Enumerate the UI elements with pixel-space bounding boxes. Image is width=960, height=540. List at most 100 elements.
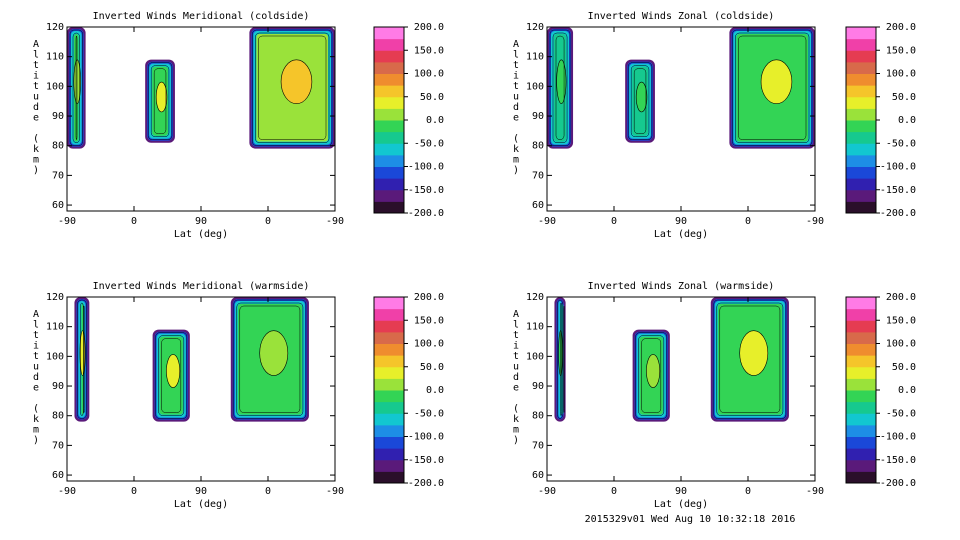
contour-line	[255, 32, 330, 143]
colorbar-swatch	[374, 61, 404, 74]
x-tick-label: -90	[326, 486, 344, 497]
y-tick-label: 110	[46, 322, 64, 333]
contour-line	[83, 305, 85, 413]
colorbar-swatch	[374, 108, 404, 121]
y-tick-label: 90	[532, 381, 544, 392]
colorbar-swatch	[846, 143, 876, 156]
colorbar-swatch	[846, 61, 876, 74]
x-tick-label: 90	[195, 216, 207, 227]
y-tick-label: 90	[52, 381, 64, 392]
contour-line	[555, 35, 565, 140]
x-axis-label: Lat (deg)	[654, 229, 708, 240]
colorbar-swatch	[374, 96, 404, 109]
colorbar-swatch	[846, 154, 876, 167]
x-tick-label: -90	[538, 216, 556, 227]
y-tick-label: 120	[526, 22, 544, 33]
contour-line	[635, 332, 668, 419]
colorbar-swatch	[846, 308, 876, 321]
y-tick-label: 70	[52, 440, 64, 451]
colorbar-swatch	[846, 178, 876, 191]
colorbar-tick-label: 200.0	[414, 292, 444, 303]
chart-title: Inverted Winds Meridional (warmside)	[93, 281, 310, 292]
y-tick-label: 100	[526, 351, 544, 362]
x-tick-label: 0	[265, 486, 271, 497]
contour-line	[732, 29, 813, 146]
y-tick-label: 70	[532, 440, 544, 451]
colorbar-swatch	[846, 38, 876, 51]
contour-line	[563, 305, 565, 413]
colorbar-tick-label: 50.0	[420, 362, 444, 373]
colorbar-tick-label: -100.0	[408, 162, 444, 173]
chart-panel-2: Inverted Winds Zonal (coldside) 60 70 80 90 1…	[513, 11, 916, 240]
y-tick-label: 80	[532, 141, 544, 152]
colorbar-swatch	[374, 378, 404, 391]
colorbar-tick-label: 0.0	[426, 115, 444, 126]
colorbar-swatch	[374, 166, 404, 179]
colorbar-tick-label: 0.0	[898, 385, 916, 396]
colorbar-swatch	[374, 73, 404, 86]
contour-line	[641, 338, 662, 413]
colorbar-swatch	[846, 343, 876, 356]
colorbar-swatch	[846, 131, 876, 144]
colorbar-tick-label: 0.0	[426, 385, 444, 396]
contour-region	[67, 27, 86, 149]
x-axis-label: Lat (deg)	[174, 229, 228, 240]
contour-line	[69, 29, 83, 146]
contour-line	[75, 35, 78, 140]
region-hotspot	[155, 81, 168, 113]
contour-line	[552, 32, 568, 143]
chart-panel-1: Inverted Winds Meridional (coldside) 60 70…	[33, 11, 444, 240]
contour-line	[549, 29, 571, 146]
contour-region	[729, 27, 815, 149]
colorbar-tick-label: 100.0	[886, 69, 916, 80]
contour-region	[710, 297, 789, 422]
y-tick-label: 60	[532, 200, 544, 211]
y-tick-label: 100	[526, 81, 544, 92]
contour-line	[155, 332, 188, 419]
colorbar-tick-label: 100.0	[414, 339, 444, 350]
x-tick-label: 0	[131, 486, 137, 497]
y-tick-label: 110	[46, 52, 64, 63]
contour-region	[632, 329, 670, 422]
colorbar-tick-label: -100.0	[880, 162, 916, 173]
colorbar-swatch	[374, 131, 404, 144]
colorbar-swatch	[374, 38, 404, 51]
contour-line	[236, 302, 304, 416]
colorbar-tick-label: -100.0	[408, 432, 444, 443]
contour-line	[147, 62, 173, 140]
colorbar-swatch	[846, 448, 876, 461]
chart-title: Inverted Winds Zonal (coldside)	[588, 11, 775, 22]
contour-line	[738, 35, 807, 140]
x-tick-label: 0	[745, 216, 751, 227]
x-axis-label: Lat (deg)	[654, 499, 708, 510]
colorbar-tick-label: -150.0	[880, 185, 916, 196]
region-hotspot	[739, 330, 769, 376]
colorbar-tick-label: -50.0	[886, 138, 916, 149]
region-hotspot	[280, 59, 313, 104]
region-hotspot	[646, 354, 661, 388]
contour-region	[554, 297, 566, 422]
chart-title: Inverted Winds Zonal (warmside)	[588, 281, 775, 292]
contour-line	[638, 335, 665, 416]
colorbar-tick-label: 200.0	[414, 22, 444, 33]
contour-line	[72, 32, 80, 143]
contour-line	[239, 305, 301, 413]
contour-region	[74, 297, 90, 422]
contour-region	[145, 59, 175, 143]
contour-line	[258, 35, 327, 140]
colorbar-tick-label: 100.0	[886, 339, 916, 350]
colorbar-swatch	[374, 331, 404, 344]
contour-line	[735, 32, 810, 143]
contour-region	[625, 59, 655, 143]
y-tick-label: 80	[52, 411, 64, 422]
x-tick-label: 0	[131, 216, 137, 227]
x-tick-label: 0	[745, 486, 751, 497]
chart-title: Inverted Winds Meridional (coldside)	[93, 11, 310, 22]
colorbar-tick-label: 50.0	[892, 92, 916, 103]
x-tick-label: 0	[611, 216, 617, 227]
contour-line	[557, 299, 563, 419]
colorbar-tick-label: 100.0	[414, 69, 444, 80]
colorbar-swatch	[846, 320, 876, 333]
